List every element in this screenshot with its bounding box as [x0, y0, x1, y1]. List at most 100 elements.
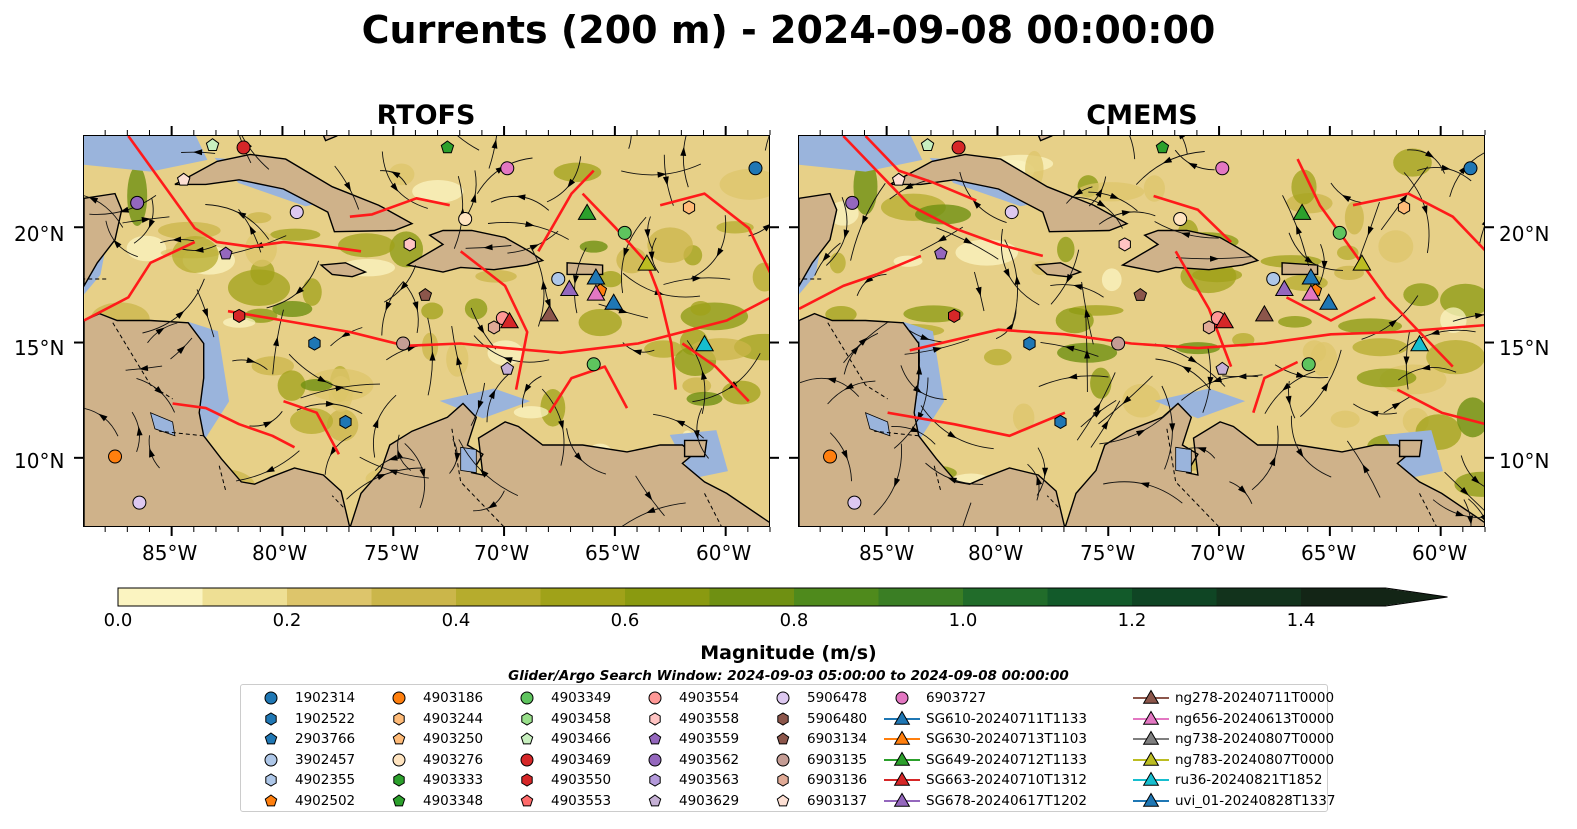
legend-label: 4903348	[423, 793, 484, 809]
glider-marker	[559, 279, 579, 296]
boundary-line	[548, 365, 629, 414]
legend-label: SG649-20240712T1133	[926, 751, 1087, 768]
streamline-arrow	[573, 275, 579, 285]
float-marker	[176, 172, 191, 186]
boundary-line	[537, 169, 595, 252]
streamline-arrow	[193, 149, 203, 156]
land-yucatan	[799, 192, 838, 288]
legend-marker	[520, 691, 534, 705]
legend-label: 5906480	[807, 710, 868, 727]
legend-swatch	[1133, 689, 1169, 704]
legend-label: 4903559	[679, 731, 740, 748]
streamline-arrow	[937, 234, 947, 242]
legend-label: 6903136	[807, 772, 868, 789]
streamline-arrow	[657, 171, 667, 178]
streamline-arrow	[1467, 515, 1474, 525]
streamline-arrow	[141, 217, 151, 223]
legend-swatch	[895, 691, 909, 705]
legend-marker	[776, 794, 790, 807]
float-marker	[1023, 336, 1036, 351]
streamline-arrow	[680, 146, 687, 156]
legend-label: 4903276	[423, 751, 484, 768]
glider-marker	[637, 254, 657, 271]
streamline-arrow	[1042, 467, 1049, 477]
streamline-arrow	[1093, 402, 1101, 413]
glider-marker	[1292, 203, 1312, 220]
magnitude-patch	[126, 235, 167, 262]
legend-swatch	[777, 712, 789, 726]
streamline-arrow	[1421, 205, 1428, 215]
land-jamaica	[1034, 262, 1083, 278]
legend-swatch	[776, 753, 790, 767]
streamline-arrow	[155, 327, 165, 335]
streamline-arrow	[98, 413, 108, 422]
legend-marker	[777, 712, 789, 726]
lake	[864, 412, 891, 437]
streamline-arrow	[1399, 194, 1408, 204]
x-tick-label: 85°W	[859, 541, 915, 565]
streamline-arrow	[843, 229, 850, 239]
x-tick-label: 75°W	[1080, 541, 1136, 565]
float-marker	[339, 414, 352, 429]
legend-swatch	[520, 794, 534, 807]
glider-marker	[1274, 279, 1294, 296]
streamline-arrow	[139, 365, 149, 371]
streamline-arrow	[644, 229, 651, 239]
legend-marker	[777, 773, 789, 787]
streamline-arrow	[858, 337, 868, 346]
boundary-line	[659, 192, 769, 274]
streamline-arrow	[202, 308, 208, 318]
glider-marker	[1301, 284, 1321, 301]
magnitude-patch	[1057, 236, 1075, 263]
streamline-arrow	[1121, 210, 1131, 216]
streamline-arrow	[172, 236, 182, 243]
boundary-line	[842, 136, 1044, 258]
legend-swatch	[264, 794, 278, 807]
magnitude-patch	[1076, 182, 1145, 202]
streamline-arrow	[1212, 376, 1222, 383]
streamline	[457, 136, 480, 151]
float-marker	[418, 287, 433, 301]
streamline-arrow	[623, 247, 630, 258]
streamline-arrow	[646, 507, 656, 514]
legend-swatch	[884, 730, 920, 745]
streamline-arrow	[1296, 225, 1302, 235]
streamline-arrow	[920, 334, 930, 340]
float-marker	[403, 237, 416, 252]
magnitude-patch	[306, 368, 374, 402]
streamline-arrow	[1109, 192, 1120, 199]
legend-label: ng783-20240807T0000	[1175, 751, 1335, 768]
streamline-arrow	[632, 349, 642, 356]
legend-label: 4903562	[679, 751, 740, 768]
colorbar-tick-label: 1.2	[1117, 610, 1147, 631]
panel-title-cmems: CMEMS	[1086, 100, 1198, 131]
streamline	[962, 502, 972, 526]
streamline-arrow	[1066, 273, 1073, 284]
streamline-arrow	[265, 465, 275, 473]
streamline-arrow	[693, 430, 700, 440]
legend-marker	[392, 691, 406, 705]
colorbar-segment	[456, 588, 542, 606]
legend-swatch	[884, 751, 920, 766]
magnitude-patch	[1278, 316, 1312, 328]
colorbar-segment	[878, 588, 964, 606]
chart-title: Currents (200 m) - 2024-09-08 00:00:00	[361, 8, 1216, 52]
colorbar-label: Magnitude (m/s)	[700, 642, 877, 664]
boundary-line	[1153, 194, 1233, 244]
glider-marker	[604, 293, 624, 310]
legend-marker	[1142, 689, 1160, 704]
colorbar-segment	[118, 588, 204, 606]
x-tick-label: 65°W	[1301, 541, 1357, 565]
legend-label: 4903563	[679, 772, 740, 789]
glider-marker	[1214, 311, 1235, 329]
streamline-arrow	[263, 421, 273, 428]
legend-label: 4903554	[679, 690, 740, 706]
magnitude-patch	[412, 180, 464, 203]
boundary-line	[227, 296, 769, 355]
magnitude-patch	[1143, 175, 1165, 202]
country-border	[827, 322, 888, 400]
streamline-arrow	[574, 452, 583, 462]
legend-swatch	[521, 773, 533, 787]
streamline-arrow	[113, 239, 122, 249]
streamline-arrow	[344, 181, 351, 192]
